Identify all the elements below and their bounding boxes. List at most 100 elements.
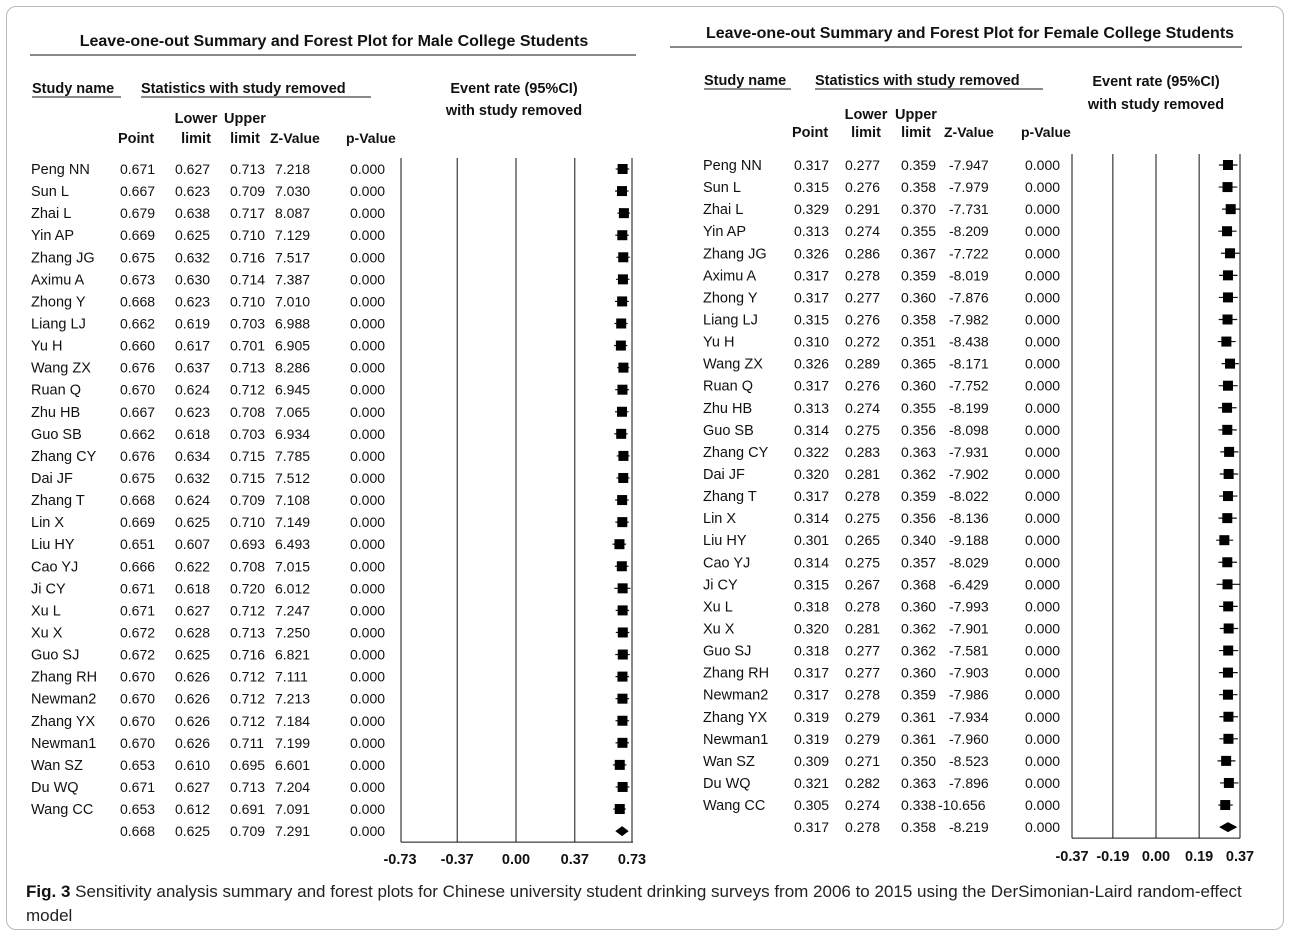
panel1-header-upper-2: limit <box>230 131 260 147</box>
panel1-row-18-study-name: Liu HY <box>31 537 75 553</box>
panel1-row-5-point-marker <box>618 252 629 263</box>
panel1-row-20-study-name: Ji CY <box>31 581 66 597</box>
panel1-row-24-z-value: 7.111 <box>275 669 308 685</box>
panel2-row-9-z-value: -8.438 <box>949 334 989 350</box>
panel2-row-21-point-marker <box>1223 601 1234 612</box>
panel1-row-28-upper: 0.695 <box>230 757 265 773</box>
panel1-row-2-lower: 0.623 <box>175 183 210 199</box>
panel1-header-p: p-Value <box>346 130 396 146</box>
panel2-row-6-p-value: 0.000 <box>1025 267 1060 283</box>
panel2-row-2-upper: 0.358 <box>901 179 936 195</box>
caption-text: Sensitivity analysis summary and forest … <box>26 882 1242 925</box>
panel1-row-5-p-value: 0.000 <box>350 249 385 265</box>
panel1-row-19-p-value: 0.000 <box>350 558 385 574</box>
panel2-row-9-p-value: 0.000 <box>1025 334 1060 350</box>
panel2-row-13-lower: 0.275 <box>845 422 880 438</box>
panel2-tick-label-1: -0.37 <box>1055 849 1088 865</box>
panel2-row-17-upper: 0.356 <box>901 510 936 526</box>
panel2-header-plot-title-1: Event rate (95%CI) <box>1092 74 1219 90</box>
panel2-row-15-upper: 0.362 <box>901 466 936 482</box>
panel2-header-study-name: Study name <box>704 73 786 89</box>
panel1-row-1-p-value: 0.000 <box>350 161 385 177</box>
panel2-row-5-point-marker <box>1225 248 1236 259</box>
panel2-row-18-point-marker <box>1219 535 1230 546</box>
panel1-row-3-p-value: 0.000 <box>350 205 385 221</box>
panel1-row-28-z-value: 6.601 <box>275 757 310 773</box>
panel2-row-13-point: 0.314 <box>794 422 829 438</box>
panel1-row-4-point: 0.669 <box>120 227 155 243</box>
panel2-row-28-p-value: 0.000 <box>1025 753 1060 769</box>
panel2-row-23-study-name: Guo SJ <box>703 644 751 660</box>
panel2-row-30-point: 0.305 <box>794 797 829 813</box>
panel1-row-27-z-value: 7.199 <box>275 735 310 751</box>
panel2-row-29-point-marker <box>1223 777 1234 788</box>
panel1-row-22-upper: 0.713 <box>230 624 265 640</box>
panel1-row-29-study-name: Du WQ <box>31 780 79 796</box>
panel1-row-12-upper: 0.708 <box>230 404 265 420</box>
panel1-row-21-lower: 0.627 <box>175 602 210 618</box>
panel2-row-17-z-value: -8.136 <box>949 510 989 526</box>
panel1-row-4-lower: 0.625 <box>175 227 210 243</box>
panel1-header-stats-group: Statistics with study removed <box>141 81 346 97</box>
panel2-row-7-z-value: -7.876 <box>949 289 989 305</box>
panel1-row-19-point: 0.666 <box>120 558 155 574</box>
panel2-row-13-p-value: 0.000 <box>1025 422 1060 438</box>
panel1-row-7-z-value: 7.010 <box>275 293 310 309</box>
panel1-row-4-p-value: 0.000 <box>350 227 385 243</box>
panel2-row-16-point-marker <box>1222 491 1233 502</box>
panel1-row-26-point: 0.670 <box>120 713 155 729</box>
panel2-row-30-study-name: Wang CC <box>703 798 765 814</box>
panel2-row-26-point: 0.319 <box>794 709 829 725</box>
panel1-row-10-point: 0.676 <box>120 360 155 376</box>
panel2-row-3-z-value: -7.731 <box>949 201 989 217</box>
panel2-summary-point: 0.317 <box>794 819 829 835</box>
panel1-row-29-z-value: 7.204 <box>275 779 310 795</box>
panel2-row-15-point-marker <box>1223 468 1234 479</box>
panel1-row-12-p-value: 0.000 <box>350 404 385 420</box>
panel1-row-13-lower: 0.618 <box>175 426 210 442</box>
panel1-row-15-upper: 0.715 <box>230 470 265 486</box>
panel1-row-2-p-value: 0.000 <box>350 183 385 199</box>
panel1-row-17-study-name: Lin X <box>31 515 64 531</box>
panel1-row-16-point-marker <box>617 495 628 506</box>
panel2-header-lower-2: limit <box>851 125 881 141</box>
panel1-row-15-study-name: Dai JF <box>31 471 73 487</box>
panel2-row-27-lower: 0.279 <box>845 731 880 747</box>
panel1-row-24-point: 0.670 <box>120 669 155 685</box>
panel1-row-16-lower: 0.624 <box>175 492 210 508</box>
panel2-row-5-z-value: -7.722 <box>949 245 989 261</box>
panel1-row-27-point-marker <box>617 737 628 748</box>
panel2-row-23-lower: 0.277 <box>845 643 880 659</box>
panel2-row-19-z-value: -8.029 <box>949 554 989 570</box>
panel1-row-26-z-value: 7.184 <box>275 713 310 729</box>
panel1-row-8-point: 0.662 <box>120 315 155 331</box>
panel2-row-14-p-value: 0.000 <box>1025 444 1060 460</box>
panel2-row-23-z-value: -7.581 <box>949 643 989 659</box>
panel1-row-24-study-name: Zhang RH <box>31 670 97 686</box>
panel1-row-15-point: 0.675 <box>120 470 155 486</box>
panel1-row-8-study-name: Liang LJ <box>31 316 86 332</box>
panel2-row-22-point-marker <box>1223 623 1234 634</box>
panel1-row-17-p-value: 0.000 <box>350 514 385 530</box>
panel2-row-5-point: 0.326 <box>794 245 829 261</box>
panel2-row-7-point-marker <box>1222 292 1233 303</box>
panel2-row-9-study-name: Yu H <box>703 335 734 351</box>
panel2-row-22-z-value: -7.901 <box>949 620 989 636</box>
panel1-row-16-upper: 0.709 <box>230 492 265 508</box>
panel2-row-27-z-value: -7.960 <box>949 731 989 747</box>
panel2-row-25-point: 0.317 <box>794 687 829 703</box>
panel2-row-22-point: 0.320 <box>794 620 829 636</box>
panel2-row-16-upper: 0.359 <box>901 488 936 504</box>
panel1-row-26-study-name: Zhang YX <box>31 714 96 730</box>
panel2-row-3-lower: 0.291 <box>845 201 880 217</box>
panel1-row-6-study-name: Aximu A <box>31 272 85 288</box>
panel1-row-18-lower: 0.607 <box>175 536 210 552</box>
panel2-summary-p-value: 0.000 <box>1025 819 1060 835</box>
panel1-row-21-upper: 0.712 <box>230 602 265 618</box>
panel2-row-4-study-name: Yin AP <box>703 224 746 240</box>
panel1-row-22-p-value: 0.000 <box>350 624 385 640</box>
panel2-row-25-p-value: 0.000 <box>1025 687 1060 703</box>
panel1-title: Leave-one-out Summary and Forest Plot fo… <box>80 33 589 50</box>
panel1-row-13-study-name: Guo SB <box>31 427 82 443</box>
panel1-row-25-study-name: Newman2 <box>31 692 96 708</box>
